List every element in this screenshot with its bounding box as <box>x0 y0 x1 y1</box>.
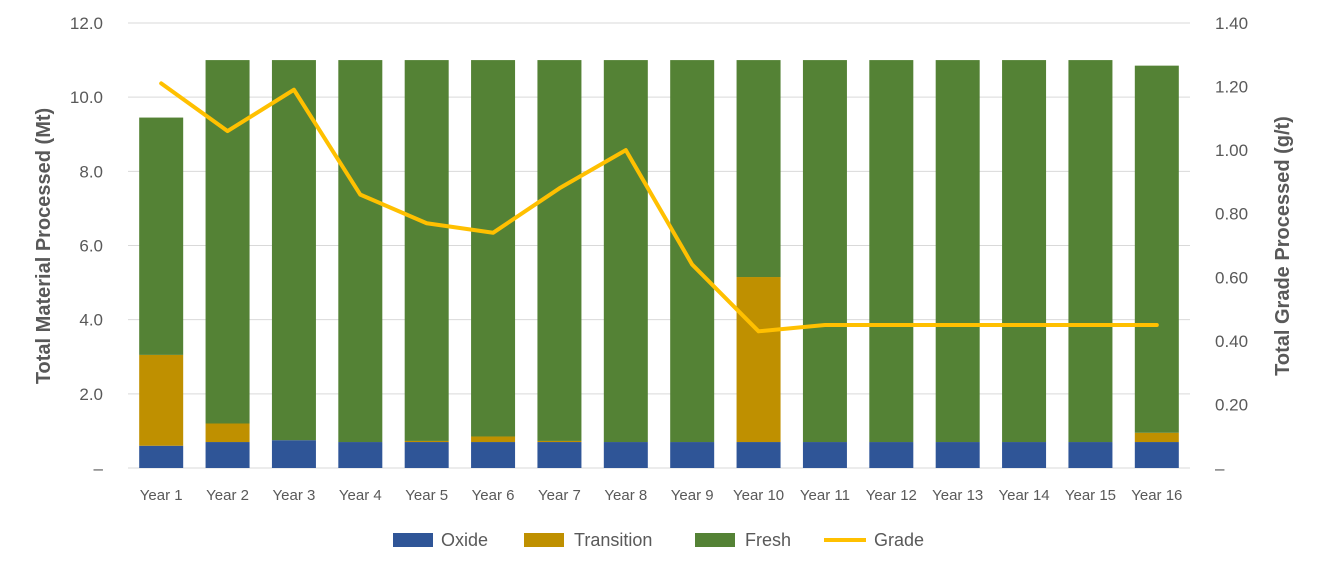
bar-fresh <box>338 60 383 443</box>
y-axis-right-title: Total Grade Processed (g/t) <box>1272 116 1294 376</box>
x-tick-label: Year 8 <box>604 487 647 504</box>
x-tick-label: Year 4 <box>339 487 382 504</box>
axes: – 2.0 4.0 6.0 8.0 10.0 12.0 – 0.20 0.40 0.60 0.80 1.… <box>70 14 1248 504</box>
y-left-tick-label: 4.0 <box>79 311 103 330</box>
bar-fresh <box>271 60 316 441</box>
y-left-tick-label: 2.0 <box>79 385 103 404</box>
x-tick-label: Year 16 <box>1131 487 1182 504</box>
bar-fresh <box>471 60 516 437</box>
y-right-tick-label: 1.00 <box>1215 141 1248 160</box>
bar-oxide <box>338 442 383 468</box>
legend-swatch-transition <box>524 533 564 547</box>
y-axis-left-title: Total Material Processed (Mt) <box>33 108 55 384</box>
bar-fresh <box>670 60 715 443</box>
legend-label-grade: Grade <box>874 530 924 550</box>
x-tick-label: Year 9 <box>671 487 714 504</box>
bar-transition <box>404 440 449 443</box>
bar-fresh <box>802 60 847 443</box>
y-right-tick-label: 0.40 <box>1215 332 1248 351</box>
bar-oxide <box>670 442 715 468</box>
x-tick-label: Year 10 <box>733 487 784 504</box>
bar-oxide <box>869 442 914 468</box>
bar-fresh <box>869 60 914 443</box>
bar-fresh <box>603 60 648 443</box>
bar-oxide <box>139 445 184 468</box>
bar-fresh <box>736 60 781 278</box>
bar-oxide <box>271 440 316 468</box>
x-tick-label: Year 14 <box>998 487 1049 504</box>
bar-transition <box>537 440 582 443</box>
bar-oxide <box>802 442 847 468</box>
y-right-tick-label: – <box>1215 459 1225 478</box>
bars <box>139 60 1179 468</box>
bar-transition <box>471 436 516 443</box>
bar-fresh <box>404 60 449 441</box>
bar-fresh <box>1002 60 1047 443</box>
bar-oxide <box>404 442 449 468</box>
legend-label-oxide: Oxide <box>441 530 488 550</box>
bar-fresh <box>935 60 980 443</box>
x-tick-label: Year 6 <box>472 487 515 504</box>
x-tick-label: Year 7 <box>538 487 581 504</box>
grade-line <box>159 81 1159 334</box>
bar-fresh <box>205 60 250 424</box>
y-left-tick-label: 10.0 <box>70 88 103 107</box>
y-left-tick-label: – <box>94 459 104 478</box>
y-left-tick-label: 8.0 <box>79 162 103 181</box>
y-right-tick-label: 0.60 <box>1215 268 1248 287</box>
y-right-tick-label: 1.20 <box>1215 78 1248 97</box>
y-left-tick-label: 12.0 <box>70 14 103 33</box>
legend-swatch-fresh <box>695 533 735 547</box>
bar-oxide <box>935 442 980 468</box>
bar-oxide <box>205 442 250 468</box>
x-tick-label: Year 13 <box>932 487 983 504</box>
bar-oxide <box>537 442 582 468</box>
bar-oxide <box>1134 442 1179 468</box>
x-tick-label: Year 1 <box>140 487 183 504</box>
y-right-tick-label: 1.40 <box>1215 14 1248 33</box>
x-tick-label: Year 5 <box>405 487 448 504</box>
legend-swatch-oxide <box>393 533 433 547</box>
grade-line-layer <box>159 81 1159 334</box>
bar-fresh <box>1068 60 1113 443</box>
bar-fresh <box>1134 65 1179 433</box>
bar-fresh <box>537 60 582 441</box>
legend: Oxide Transition Fresh Grade <box>393 530 924 550</box>
y-right-tick-label: 0.20 <box>1215 395 1248 414</box>
bar-fresh <box>139 117 184 355</box>
bar-transition <box>205 423 250 443</box>
legend-label-fresh: Fresh <box>745 530 791 550</box>
x-tick-label: Year 12 <box>866 487 917 504</box>
bar-oxide <box>603 442 648 468</box>
x-tick-label: Year 2 <box>206 487 249 504</box>
bar-oxide <box>1068 442 1113 468</box>
bar-transition <box>736 277 781 443</box>
x-tick-label: Year 3 <box>273 487 316 504</box>
y-left-tick-label: 6.0 <box>79 237 103 256</box>
bar-transition <box>139 354 184 446</box>
x-tick-label: Year 11 <box>800 487 850 504</box>
bar-oxide <box>471 442 516 468</box>
bar-oxide <box>736 442 781 468</box>
bar-oxide <box>1002 442 1047 468</box>
legend-label-transition: Transition <box>574 530 652 550</box>
y-right-tick-label: 0.80 <box>1215 205 1248 224</box>
bar-transition <box>1134 432 1179 443</box>
x-tick-label: Year 15 <box>1065 487 1116 504</box>
